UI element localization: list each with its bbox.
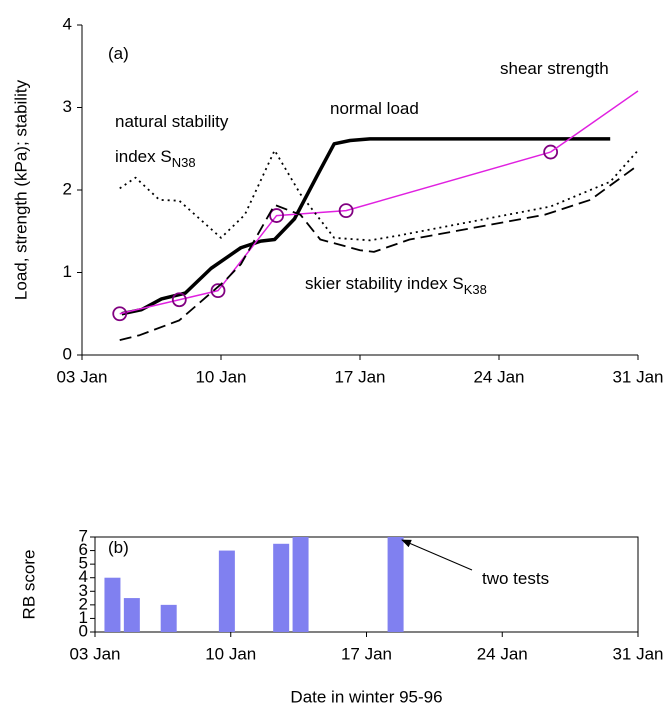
y-tick-label: 3 <box>79 581 88 600</box>
data-line <box>119 151 551 315</box>
data-line <box>121 137 611 316</box>
x-tick-label: 03 Jan <box>69 644 120 663</box>
data-point <box>112 306 128 322</box>
data-point <box>543 144 559 160</box>
annotation: index SN38 <box>115 147 196 170</box>
annotation: two tests <box>482 569 549 588</box>
bar <box>218 550 235 632</box>
x-tick-label: 31 Jan <box>612 367 663 386</box>
annotation-text: skier stability index S <box>305 274 464 293</box>
y-tick-label: 1 <box>79 608 88 627</box>
annotation-text: (b) <box>108 538 129 557</box>
bar <box>123 598 140 632</box>
annotation-text: index S <box>115 147 172 166</box>
panel: 0 1 2 3 4 03 Jan 10 Jan 17 Jan 24 Jan 31 Jan Load,… <box>11 14 663 386</box>
x-tick-label: 17 Jan <box>341 644 392 663</box>
bar <box>387 537 404 632</box>
annotation-text: natural stability <box>115 112 229 131</box>
y-tick-label: 5 <box>79 554 88 573</box>
data-line <box>119 149 639 242</box>
x-tick-label: 10 Jan <box>195 367 246 386</box>
annotation: skier stability index SK38 <box>305 274 487 297</box>
x-tick-label: 10 Jan <box>205 644 256 663</box>
data-point <box>269 208 285 223</box>
y-tick-label: 3 <box>63 97 72 116</box>
annotation: (a) <box>108 44 129 63</box>
annotation: natural stability <box>115 112 229 131</box>
data-point <box>338 203 354 219</box>
annotation-text: shear strength <box>500 59 609 78</box>
y-tick-label: 0 <box>63 344 72 363</box>
data-line <box>119 164 639 342</box>
y-tick-label: 2 <box>79 594 88 613</box>
x-axis-title: Date in winter 95-96 <box>290 687 442 706</box>
data-point <box>210 283 226 299</box>
y-tick-label: 1 <box>63 262 72 281</box>
data-point <box>171 292 187 308</box>
annotation-text: (a) <box>108 44 129 63</box>
y-tick-label: 2 <box>63 179 72 198</box>
y-axis-title: Load, strength (kPa); stability <box>11 79 30 300</box>
bar <box>104 577 121 632</box>
y-tick-label: 6 <box>79 540 88 559</box>
y-tick-label: 4 <box>63 14 72 33</box>
annotation-subscript: K38 <box>464 282 487 297</box>
annotation-subscript: N38 <box>172 155 196 170</box>
y-tick-label: 4 <box>79 567 88 586</box>
annotation-text: normal load <box>330 99 419 118</box>
annotation: normal load <box>330 99 419 118</box>
y-tick-label: 7 <box>79 526 88 545</box>
x-tick-label: 03 Jan <box>56 367 107 386</box>
x-tick-label: 17 Jan <box>334 367 385 386</box>
annotation: shear strength <box>500 59 609 78</box>
annotation-arrow <box>401 539 473 571</box>
x-tick-label: 24 Jan <box>473 367 524 386</box>
bar <box>292 537 309 632</box>
y-tick-label: 0 <box>79 621 88 640</box>
bar <box>273 543 290 632</box>
annotation-text: two tests <box>482 569 549 588</box>
x-tick-label: 31 Jan <box>612 644 663 663</box>
annotation: (b) <box>108 538 129 557</box>
data-line <box>550 90 639 153</box>
bar <box>160 604 177 632</box>
x-tick-label: 24 Jan <box>477 644 528 663</box>
y-axis-title: RB score <box>19 550 38 620</box>
